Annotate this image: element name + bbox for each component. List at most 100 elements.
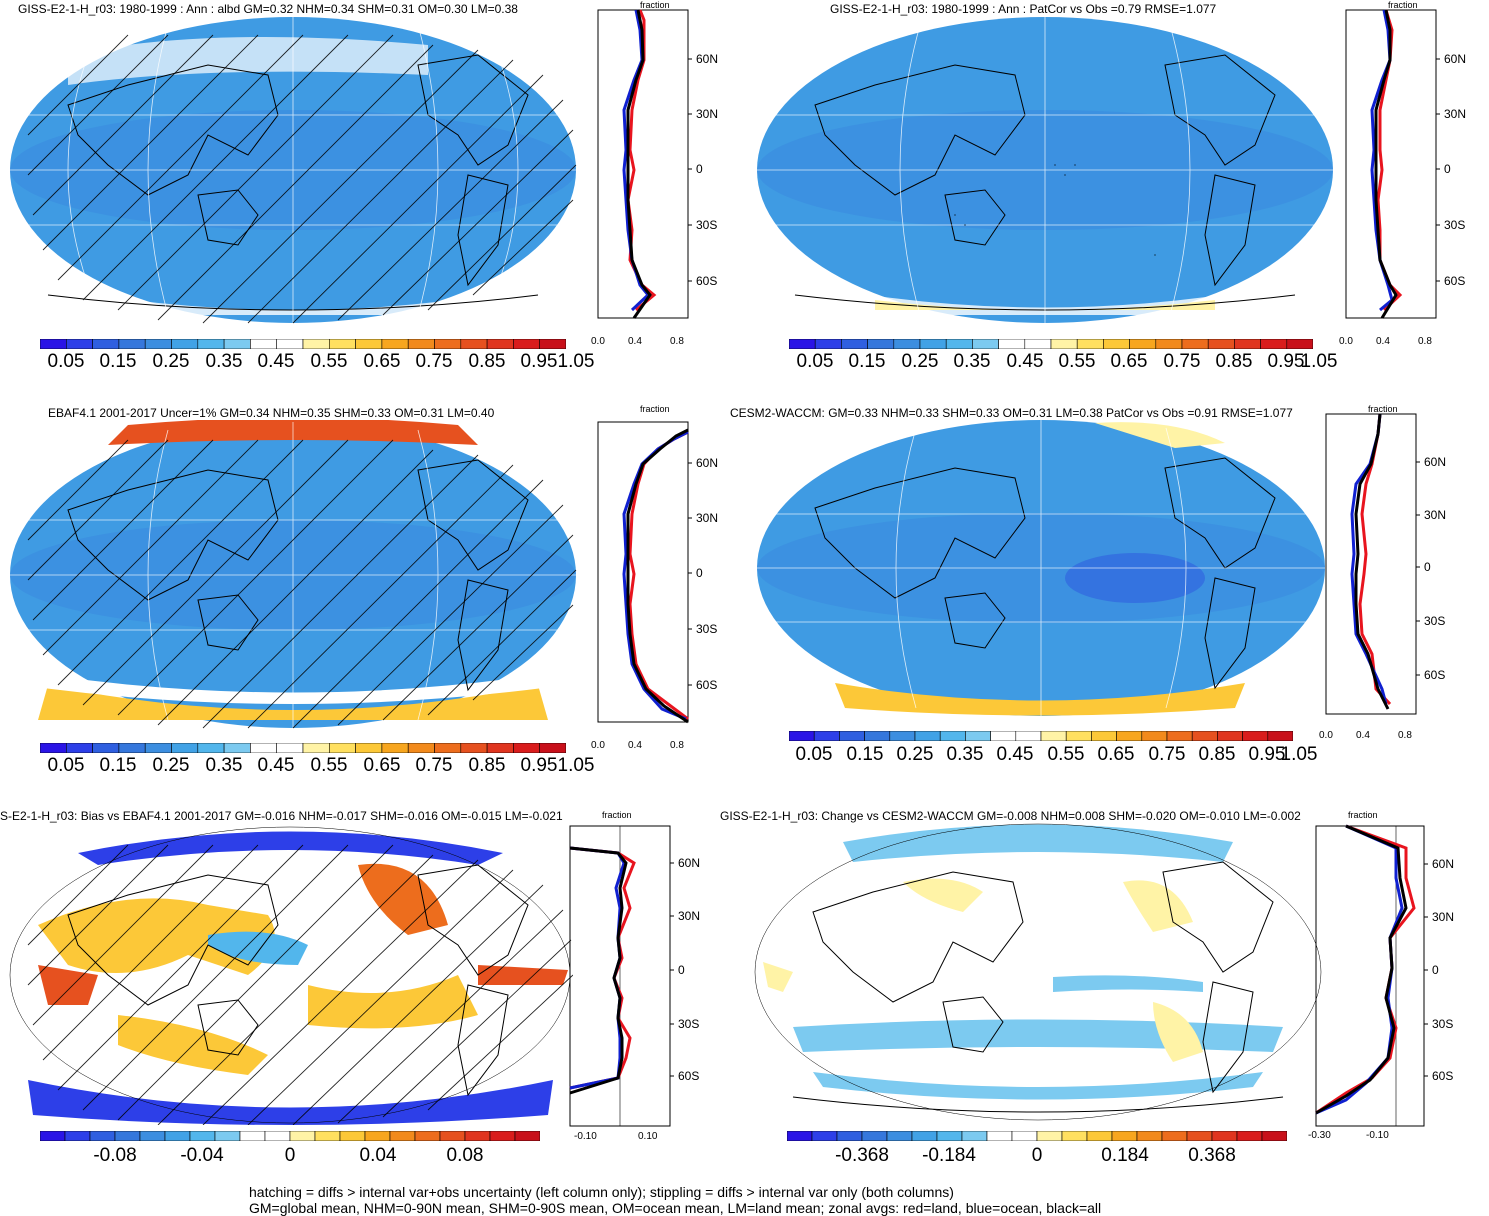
colorbar-swatch [89,1131,116,1141]
colorbar-label: 0.35 [946,744,984,765]
colorbar-label: 0.04 [359,1145,397,1166]
colorbar-label: 0.65 [1110,351,1148,372]
svg-text:0: 0 [678,963,685,977]
colorbar-swatch [389,1131,416,1141]
colorbar-swatch [1161,1131,1188,1141]
colorbar [40,1131,540,1141]
colorbar-swatch [539,743,566,753]
colorbar-swatch [1091,731,1117,741]
colorbar-swatch [811,1131,838,1141]
colorbar-swatch [1242,731,1269,741]
colorbar-swatch [889,731,916,741]
world-map [757,17,1333,323]
colorbar-swatch [407,743,435,753]
svg-text:0.8: 0.8 [670,740,684,751]
colorbar-swatch [1024,339,1052,349]
colorbar-swatch [40,1131,66,1141]
colorbar-swatch [65,339,93,349]
colorbar-swatch [1036,1131,1063,1141]
colorbar-swatch [939,731,966,741]
svg-text:0.0: 0.0 [591,740,605,751]
svg-text:60S: 60S [696,678,717,692]
colorbar-swatch [513,743,540,753]
colorbar-label: 0.95 [520,351,558,372]
colorbar-swatch [439,1131,466,1141]
svg-text:30S: 30S [1424,614,1445,628]
colorbar-swatch [1015,731,1042,741]
colorbar-labels: 0.05 0.15 0.25 0.35 0.45 0.55 0.65 0.75 … [789,351,1338,373]
colorbar-label: 0.75 [1148,744,1186,765]
colorbar-swatch [460,743,488,753]
svg-text:-0.30: -0.30 [1308,1130,1331,1141]
svg-text:30S: 30S [696,218,717,232]
svg-text:0.10: 0.10 [638,1131,658,1142]
colorbar-swatch [893,339,921,349]
colorbar-labels: 0.05 0.15 0.25 0.35 0.45 0.55 0.65 0.75 … [40,351,595,373]
svg-text:60N: 60N [696,456,718,470]
svg-text:30N: 30N [678,909,700,923]
colorbar-swatch [919,339,947,349]
colorbar-labels: 0.05 0.15 0.25 0.35 0.45 0.55 0.65 0.75 … [789,744,1318,766]
colorbar-swatch [965,731,991,741]
colorbar-label: 1.05 [557,351,595,372]
colorbar-swatch [339,1131,366,1141]
colorbar-swatch [864,731,891,741]
svg-text:60N: 60N [678,856,700,870]
colorbar-swatch [1111,1131,1138,1141]
colorbar-swatch [381,743,409,753]
colorbar-label: 0.95 [1267,351,1305,372]
colorbar-label: 0.55 [1047,744,1085,765]
colorbar-label: 0.15 [99,755,137,776]
zonal-mean-plot: fraction 60N 30N 0 30S 60S -0.10 0.10 [569,810,700,1142]
svg-text:0: 0 [696,566,703,580]
colorbar-label: 0.35 [205,755,243,776]
colorbar-swatch [381,339,409,349]
colorbar-label: -0.368 [835,1145,889,1166]
zonal-mean-plot: fraction 60N 30N 0 30S 60S 0.0 0.4 0.8 [1339,0,1466,347]
svg-text:0.4: 0.4 [1376,336,1390,347]
colorbar-swatch [1236,1131,1263,1141]
svg-text:30N: 30N [1444,107,1466,121]
colorbar-swatch [789,339,816,349]
colorbar-swatch [171,339,199,349]
colorbar [789,731,1293,741]
colorbar-label: 0.95 [1248,744,1286,765]
colorbar-swatch [223,743,251,753]
colorbar-swatch [250,339,277,349]
world-map [10,420,577,729]
svg-text:60S: 60S [1432,1069,1453,1083]
zonal-mean-plot: fraction 60N 30N 0 30S 60S -0.30 -0.10 [1308,810,1454,1141]
colorbar-swatch [364,1131,391,1141]
colorbar-label: 0.55 [310,351,348,372]
colorbar-swatch [1234,339,1261,349]
svg-text:0.0: 0.0 [591,336,605,347]
colorbar-swatch [114,1131,141,1141]
svg-text:0.0: 0.0 [1319,730,1333,741]
colorbar-label: 0.05 [47,351,85,372]
colorbar-label: 0 [1031,1145,1043,1166]
colorbar [40,743,566,753]
colorbar-swatch [1186,1131,1213,1141]
colorbar-swatch [197,743,225,753]
colorbar-label: 0.05 [795,744,833,765]
colorbar-label: 0.05 [796,351,834,372]
colorbar-label: 0.75 [415,351,453,372]
colorbar-swatch [836,1131,863,1141]
colorbar-swatch [914,731,941,741]
colorbar-label: 1.05 [1280,744,1318,765]
svg-text:fraction: fraction [640,404,670,414]
colorbar-label: 0.95 [520,755,558,776]
svg-text:0.0: 0.0 [1339,336,1353,347]
svg-text:60S: 60S [1444,274,1465,288]
colorbar-swatch [1040,731,1067,741]
svg-text:0: 0 [1444,162,1451,176]
colorbar-swatch [961,1131,988,1141]
svg-text:30N: 30N [696,107,718,121]
colorbar-swatch [164,1131,191,1141]
colorbar-swatch [302,743,330,753]
colorbar-swatch [92,339,120,349]
colorbar-swatch [92,743,120,753]
svg-text:30N: 30N [1432,910,1454,924]
svg-text:60N: 60N [1444,52,1466,66]
colorbar-swatch [1286,339,1313,349]
